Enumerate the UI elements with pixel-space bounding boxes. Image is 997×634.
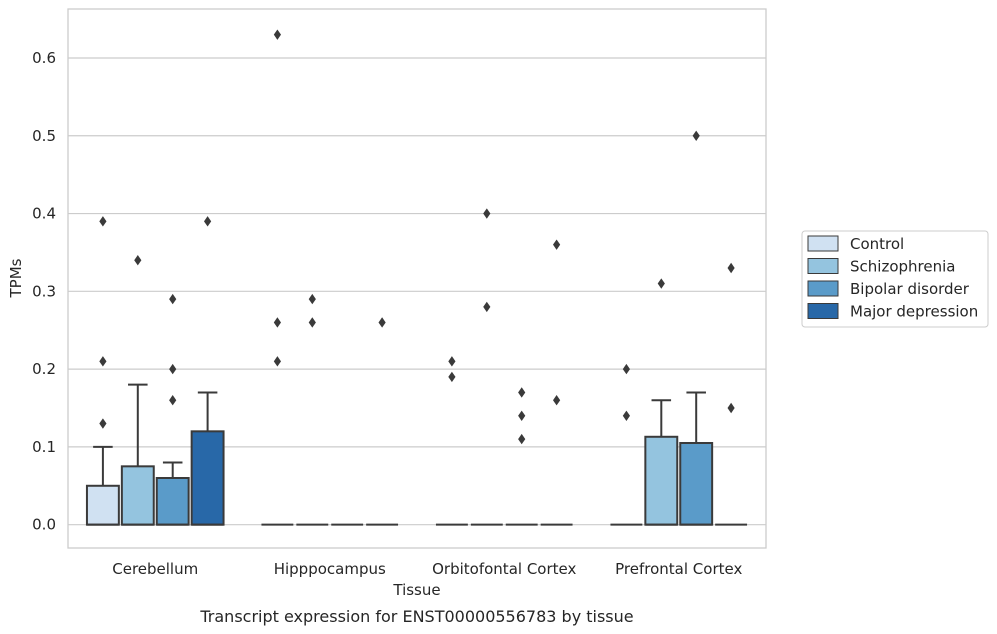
box-control bbox=[435, 356, 468, 526]
outlier-point bbox=[448, 356, 456, 367]
box-body bbox=[644, 435, 679, 526]
y-axis-ticks: 0.0 0.1 0.2 0.3 0.4 0.5 0.6 bbox=[32, 49, 56, 534]
outlier-point bbox=[99, 216, 107, 227]
legend-swatch bbox=[807, 303, 839, 319]
outlier-point bbox=[553, 395, 561, 406]
box-schizophrenia bbox=[120, 255, 155, 526]
outlier-point bbox=[518, 433, 526, 445]
y-tick-label: 0.5 bbox=[32, 127, 56, 145]
legend: Control Schizophrenia Bipolar disorder Majo… bbox=[801, 230, 989, 328]
y-tick-label: 0.1 bbox=[32, 438, 56, 456]
outlier-point bbox=[204, 216, 212, 227]
box-control bbox=[610, 363, 643, 526]
outlier-point bbox=[448, 371, 456, 383]
y-tick-label: 0.4 bbox=[32, 205, 56, 223]
box-body bbox=[679, 442, 714, 526]
outlier-point bbox=[273, 29, 281, 40]
box-bipolar-disorder bbox=[155, 293, 190, 526]
outlier-point bbox=[518, 410, 526, 421]
outlier-point bbox=[273, 356, 281, 367]
y-tick-label: 0.6 bbox=[32, 49, 56, 67]
legend-swatch bbox=[807, 280, 839, 297]
x-tick-label: Prefrontal Cortex bbox=[615, 560, 742, 578]
legend-swatch bbox=[807, 235, 839, 252]
outlier-point bbox=[692, 130, 700, 141]
y-tick-label: 0.3 bbox=[32, 282, 56, 300]
y-axis-label: TPMs bbox=[7, 258, 25, 298]
box-major-depression bbox=[715, 262, 748, 526]
plot-frame bbox=[67, 8, 767, 549]
legend-label: Bipolar disorder bbox=[850, 280, 970, 298]
outlier-point bbox=[483, 301, 491, 313]
outlier-point bbox=[308, 317, 316, 328]
x-axis-label: Tissue bbox=[392, 581, 440, 599]
outlier-point bbox=[273, 317, 281, 328]
box-bipolar-disorder bbox=[679, 130, 714, 526]
box-body bbox=[120, 465, 155, 526]
box-control bbox=[261, 29, 294, 526]
outlier-point bbox=[169, 395, 177, 406]
chart-caption: Transcript expression for ENST0000055678… bbox=[199, 607, 633, 626]
outlier-point bbox=[483, 208, 491, 219]
box-bipolar-disorder bbox=[505, 387, 538, 526]
outlier-point bbox=[727, 262, 735, 274]
box-plots bbox=[85, 29, 748, 526]
x-tick-label: Orbitofontal Cortex bbox=[432, 560, 576, 578]
box-body bbox=[190, 430, 225, 526]
legend-label: Schizophrenia bbox=[850, 258, 955, 276]
box-major-depression bbox=[366, 317, 399, 526]
outlier-point bbox=[622, 363, 630, 375]
legend-label: Control bbox=[850, 235, 904, 253]
x-tick-label: Cerebellum bbox=[112, 560, 198, 578]
x-axis-ticks: Cerebellum Hipppocampus Orbitofontal Corte… bbox=[112, 560, 742, 578]
box-major-depression bbox=[190, 216, 225, 526]
outlier-point bbox=[657, 278, 665, 289]
box-control bbox=[85, 216, 120, 526]
legend-swatch bbox=[807, 258, 839, 274]
box-schizophrenia bbox=[470, 208, 503, 526]
outlier-point bbox=[169, 293, 177, 305]
outlier-point bbox=[308, 293, 316, 305]
outlier-point bbox=[378, 317, 386, 328]
outlier-point bbox=[99, 356, 107, 367]
x-tick-label: Hipppocampus bbox=[274, 560, 386, 578]
y-tick-label: 0.0 bbox=[32, 516, 56, 534]
outlier-point bbox=[553, 239, 561, 250]
legend-frame bbox=[801, 230, 989, 328]
outlier-point bbox=[518, 387, 526, 398]
box-body bbox=[155, 477, 190, 526]
outlier-point bbox=[134, 255, 142, 266]
y-tick-label: 0.2 bbox=[32, 360, 56, 378]
box-body bbox=[85, 484, 120, 526]
outlier-point bbox=[99, 418, 107, 429]
box-schizophrenia bbox=[644, 278, 679, 526]
outlier-point bbox=[169, 363, 177, 375]
legend-label: Major depression bbox=[850, 303, 978, 321]
box-major-depression bbox=[540, 239, 573, 526]
outlier-point bbox=[727, 402, 735, 414]
box-schizophrenia bbox=[296, 293, 329, 526]
outlier-point bbox=[622, 410, 630, 421]
